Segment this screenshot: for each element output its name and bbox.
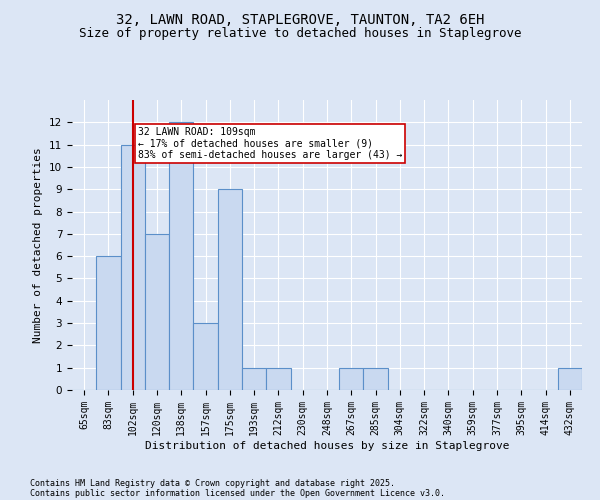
Bar	[266, 368, 290, 390]
Text: 32, LAWN ROAD, STAPLEGROVE, TAUNTON, TA2 6EH: 32, LAWN ROAD, STAPLEGROVE, TAUNTON, TA2…	[116, 12, 484, 26]
Bar	[145, 234, 169, 390]
Bar	[169, 122, 193, 390]
Text: Contains public sector information licensed under the Open Government Licence v3: Contains public sector information licen…	[30, 488, 445, 498]
Bar	[218, 189, 242, 390]
Bar	[339, 368, 364, 390]
Text: Contains HM Land Registry data © Crown copyright and database right 2025.: Contains HM Land Registry data © Crown c…	[30, 478, 395, 488]
Text: Size of property relative to detached houses in Staplegrove: Size of property relative to detached ho…	[79, 28, 521, 40]
X-axis label: Distribution of detached houses by size in Staplegrove: Distribution of detached houses by size …	[145, 440, 509, 450]
Text: 32 LAWN ROAD: 109sqm
← 17% of detached houses are smaller (9)
83% of semi-detach: 32 LAWN ROAD: 109sqm ← 17% of detached h…	[137, 127, 402, 160]
Y-axis label: Number of detached properties: Number of detached properties	[34, 147, 43, 343]
Bar	[558, 368, 582, 390]
Bar	[242, 368, 266, 390]
Bar	[121, 144, 145, 390]
Bar	[193, 323, 218, 390]
Bar	[96, 256, 121, 390]
Bar	[364, 368, 388, 390]
